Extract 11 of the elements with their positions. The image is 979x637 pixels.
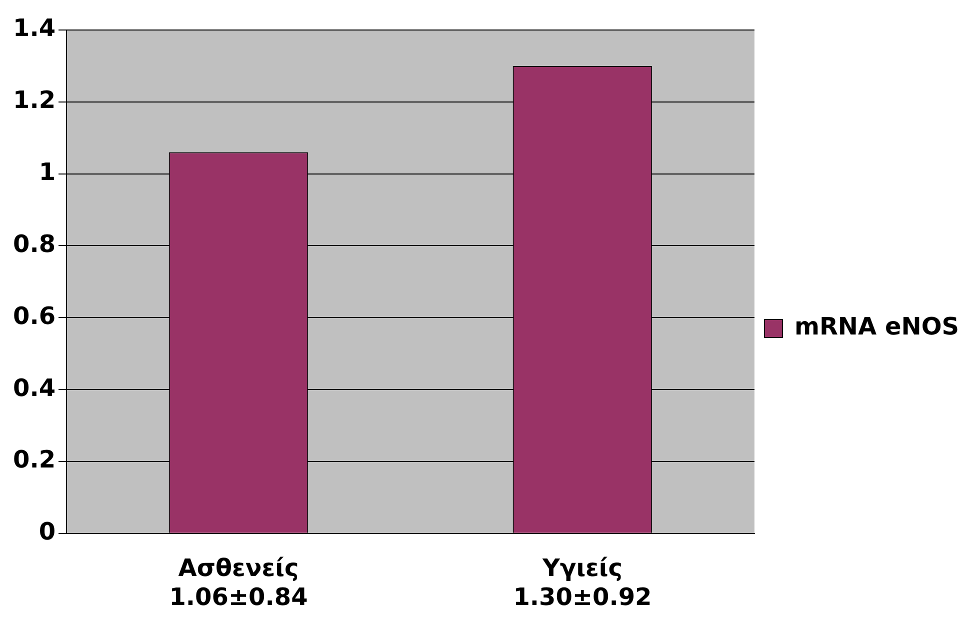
x-tick-label: Ασθενείς 1.06±0.84 <box>169 554 308 611</box>
y-tick-label: 0.8 <box>13 230 56 258</box>
y-tick-label: 1.4 <box>13 14 56 42</box>
y-tick-label: 1 <box>38 158 56 186</box>
x-tick-label: Υγιείς 1.30±0.92 <box>513 554 652 611</box>
y-tick-label: 0 <box>38 518 56 546</box>
legend-label: mRNA eNOS <box>794 312 960 341</box>
y-tick-label: 1.2 <box>13 86 56 114</box>
y-tick-label: 0.2 <box>13 446 56 474</box>
y-tick-label: 0.6 <box>13 302 56 330</box>
y-tick-label: 0.4 <box>13 374 56 402</box>
